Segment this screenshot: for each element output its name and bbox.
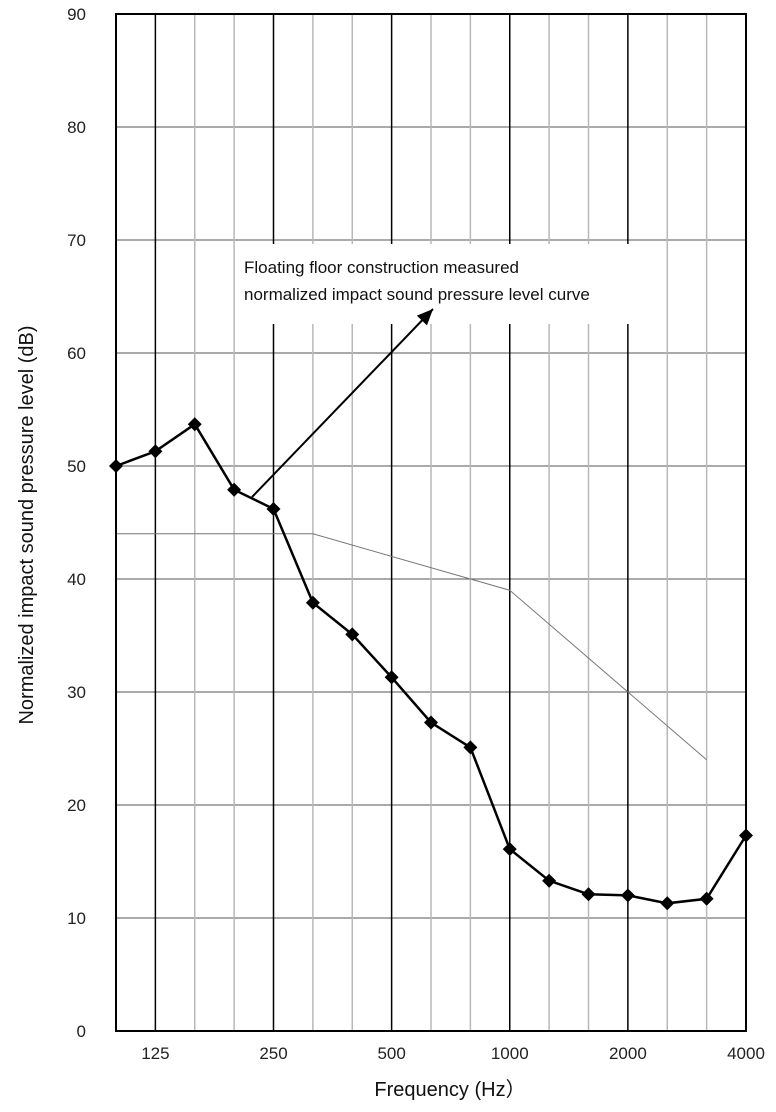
plot-frame <box>115 13 747 1032</box>
y-tick-label: 40 <box>67 570 86 589</box>
y-tick-label: 30 <box>67 683 86 702</box>
annotation-line-1: Floating floor construction measured <box>244 258 519 277</box>
data-point <box>699 891 714 906</box>
annotation: Floating floor construction measured nor… <box>244 258 590 304</box>
grid <box>116 14 746 1031</box>
data-point <box>660 896 675 911</box>
data-point <box>542 873 557 888</box>
y-tick-label: 50 <box>67 457 86 476</box>
data-point <box>384 670 399 685</box>
x-tick-label: 1000 <box>491 1044 529 1063</box>
x-tick-label: 250 <box>259 1044 287 1063</box>
y-tick-label: 70 <box>67 231 86 250</box>
reference-curve <box>116 533 707 761</box>
data-point <box>148 444 163 459</box>
y-tick-label: 60 <box>67 344 86 363</box>
x-tick-label: 2000 <box>609 1044 647 1063</box>
data-point <box>502 842 517 857</box>
annotation-box <box>236 244 656 324</box>
x-tick-label: 4000 <box>727 1044 765 1063</box>
y-tick-label: 10 <box>67 909 86 928</box>
x-tick-label: 125 <box>141 1044 169 1063</box>
series-layer <box>109 308 753 911</box>
data-point <box>187 417 202 432</box>
y-axis-title: Normalized impact sound pressure level (… <box>16 325 38 724</box>
annotation-background <box>236 244 656 324</box>
data-point <box>581 887 596 902</box>
tick-labels: 0 10 20 30 40 50 60 70 80 90 125 250 500 1000 2000 4000 <box>67 5 765 1063</box>
data-point <box>463 740 478 755</box>
plot-border <box>115 13 747 1032</box>
data-point <box>424 715 438 730</box>
data-point <box>620 888 635 903</box>
y-tick-label: 90 <box>67 5 86 24</box>
y-tick-label: 80 <box>67 118 86 137</box>
y-tick-label: 20 <box>67 796 86 815</box>
data-point <box>305 595 320 610</box>
annotation-arrowhead <box>416 309 433 326</box>
data-point <box>227 482 242 497</box>
x-axis-title: Frequency (Hz） <box>374 1078 525 1101</box>
annotation-line-2: normalized impact sound pressure level c… <box>244 285 590 304</box>
data-point <box>345 627 360 642</box>
annotation-arrow <box>251 308 434 498</box>
y-tick-label: 0 <box>77 1022 86 1041</box>
data-point <box>266 501 281 516</box>
x-tick-label: 500 <box>377 1044 405 1063</box>
